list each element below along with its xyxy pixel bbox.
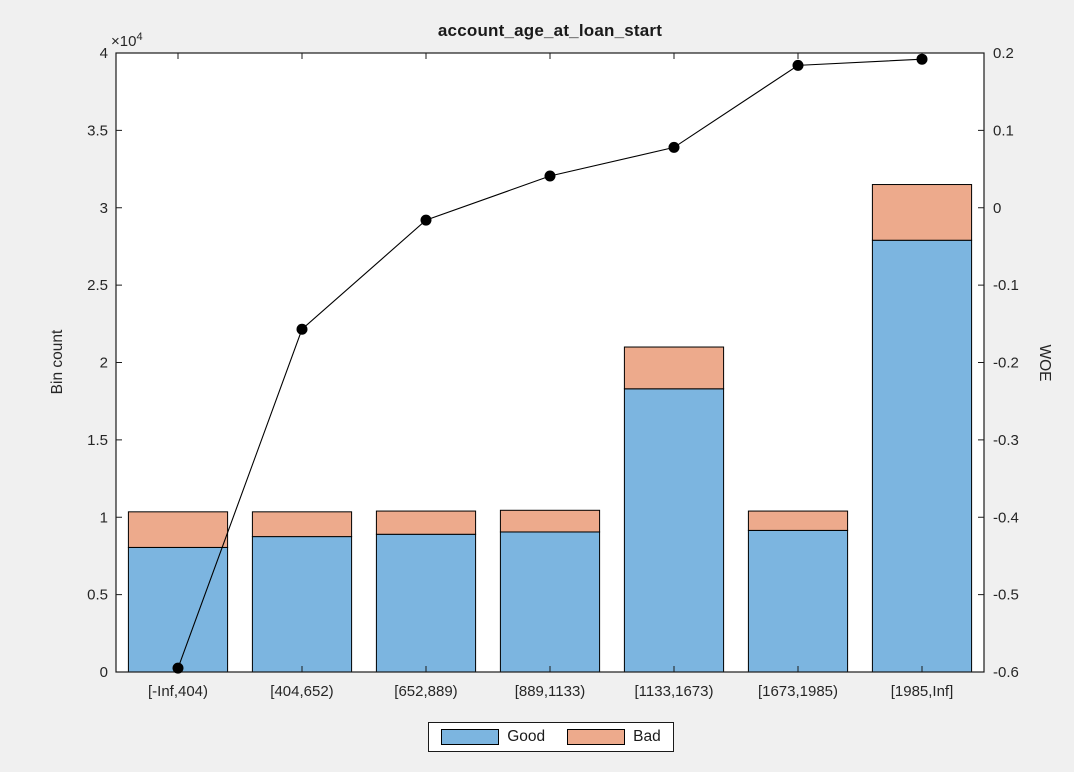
right-axis-tick-label: -0.1 [993,277,1019,294]
left-axis-tick-label: 3 [100,200,108,217]
left-axis-tick-label: 4 [100,45,108,62]
x-axis-tick-label: [-Inf,404) [148,683,208,700]
woe-marker [916,53,928,65]
woe-marker [172,662,184,674]
legend-swatch-good [441,729,500,745]
woe-marker [420,214,432,226]
right-axis-tick-label: 0 [993,200,1001,217]
bar-good-segment [747,529,849,673]
right-axis-tick-label: -0.5 [993,587,1019,604]
right-axis-tick-label: -0.4 [993,509,1019,526]
axes-box [115,52,985,673]
x-axis-tick-label: [889,1133) [515,683,586,700]
right-axis-tick-label: 0.2 [993,45,1014,62]
exponent-base: ×10 [111,33,137,50]
bar-bad-segment [127,511,229,548]
chart-title: account_age_at_loan_start [437,21,663,40]
bar-bad-segment [747,510,849,531]
left-axis-tick-label: 2 [100,355,108,372]
legend-item-good: Good [441,728,545,746]
y-axis-exponent-label: ×104 [111,31,143,50]
bar-good-segment [375,533,477,673]
left-axis-tick-label: 1.5 [87,432,108,449]
legend-item-bad: Bad [567,728,661,746]
bar-good-segment [499,531,601,673]
x-axis-tick-label: [1133,1673) [635,683,714,700]
bar-good-segment [871,239,973,673]
left-axis-tick-label: 0 [100,664,108,681]
right-axis-tick-label: -0.6 [993,664,1019,681]
legend-label-bad: Bad [633,728,661,745]
x-axis-tick-label: [652,889) [394,683,457,700]
legend-swatch-bad [567,729,626,745]
exponent-power: 4 [136,31,143,43]
bar-bad-segment [375,510,477,535]
legend: Good Bad [428,722,674,752]
bar-bad-segment [623,346,725,390]
woe-marker [792,59,804,71]
right-axis-tick-label: -0.2 [993,355,1019,372]
bar-good-segment [127,546,229,673]
bar-good-segment [251,536,353,673]
left-axis-tick-label: 3.5 [87,122,108,139]
woe-marker [544,170,556,182]
bar-bad-segment [871,184,973,241]
bar-bad-segment [499,509,601,533]
x-axis-tick-label: [1985,Inf] [891,683,954,700]
left-axis-tick-label: 1 [100,509,108,526]
left-axis-tick-label: 0.5 [87,587,108,604]
woe-marker [296,323,308,335]
bar-bad-segment [251,511,353,538]
x-axis-tick-label: [404,652) [270,683,333,700]
woe-marker [668,141,680,153]
left-axis-tick-label: 2.5 [87,277,108,294]
right-axis-tick-label: 0.1 [993,122,1014,139]
right-axis-tick-label: -0.3 [993,432,1019,449]
bar-good-segment [623,388,725,673]
legend-label-good: Good [507,728,546,745]
x-axis-tick-label: [1673,1985) [758,683,838,700]
